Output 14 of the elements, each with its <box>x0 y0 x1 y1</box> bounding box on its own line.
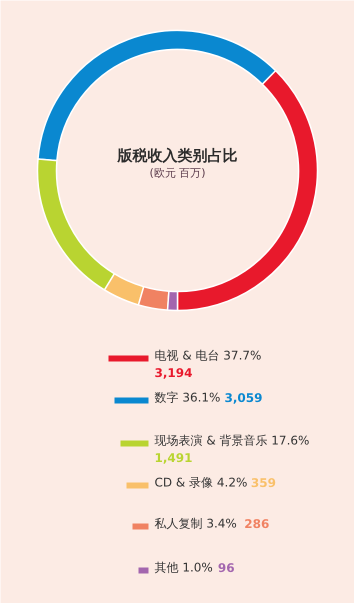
legend-label: 现场表演 & 背景音乐 17.6% <box>154 434 310 448</box>
legend-label: 其他 1.0% <box>154 560 213 574</box>
data-label: 359 <box>250 476 276 490</box>
data-label: 1,491 <box>154 451 192 465</box>
legend-label: CD & 录像 4.2% <box>154 476 248 490</box>
legend-label: 数字 36.1% <box>154 390 220 404</box>
legend-label: 私人复制 3.4% <box>154 516 237 530</box>
text: 版税收入类别占比 <box>116 146 238 164</box>
data-label: 96 <box>218 561 235 575</box>
data-label: 3,059 <box>224 391 262 405</box>
text: (欧元 百万) <box>149 166 206 180</box>
legend-label: 电视 & 电台 37.7% <box>154 348 262 362</box>
data-label: 286 <box>244 517 270 531</box>
data-label: 3,194 <box>154 366 192 380</box>
